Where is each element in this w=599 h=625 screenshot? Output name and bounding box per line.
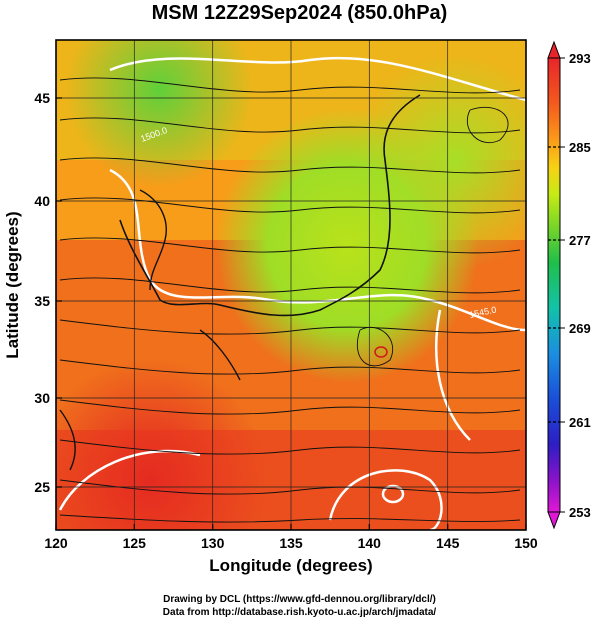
colorbar-label: 269 (569, 321, 591, 336)
drawing-credit: Drawing by DCL (https://www.gfd-dennou.o… (163, 594, 436, 605)
x-tick-label: 150 (514, 535, 538, 551)
y-tick-label: 35 (34, 293, 50, 309)
x-tick-label: 145 (436, 535, 460, 551)
colorbar-label: 261 (569, 415, 591, 430)
colorbar-label: 293 (569, 51, 591, 66)
colorbar-label: 277 (569, 233, 591, 248)
y-axis: 45 40 35 30 25 (34, 90, 62, 495)
x-tick-label: 120 (44, 535, 68, 551)
colorbar-top-arrow (547, 40, 561, 59)
x-tick-label: 140 (358, 535, 382, 551)
x-tick-label: 125 (123, 535, 147, 551)
colorbar-label: 285 (569, 140, 591, 155)
y-tick-label: 25 (34, 479, 50, 495)
data-credit: Data from http://database.rish.kyoto-u.a… (162, 607, 437, 618)
y-tick-label: 40 (34, 193, 50, 209)
x-axis: 120 125 130 135 140 145 150 (44, 524, 538, 551)
colorbar-bottom-arrow (547, 511, 561, 530)
x-tick-label: 130 (201, 535, 225, 551)
x-axis-label: Longitude (degrees) (209, 556, 373, 575)
y-tick-label: 45 (34, 90, 50, 106)
y-axis-label: Latitude (degrees) (3, 211, 22, 359)
x-tick-label: 135 (279, 535, 303, 551)
colorbar-label: 253 (569, 505, 591, 520)
y-tick-label: 30 (34, 390, 50, 406)
grid-lines (56, 40, 526, 530)
color-bar: 293 285 277 269 261 253 (547, 40, 591, 530)
chart-title: MSM 12Z29Sep2024 (850.0hPa) (151, 2, 448, 24)
